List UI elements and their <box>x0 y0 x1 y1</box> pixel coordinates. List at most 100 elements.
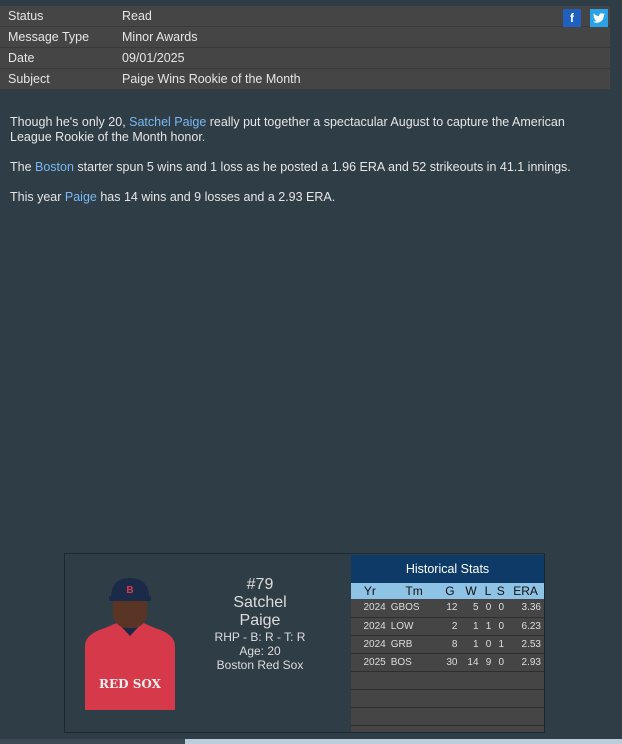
table-cell <box>481 671 495 690</box>
table-row <box>351 671 544 690</box>
table-row <box>351 707 544 726</box>
table-cell: LOW <box>388 617 440 636</box>
table-cell <box>439 689 461 708</box>
col-tm: Tm <box>388 583 440 599</box>
paragraph: This year Paige has 14 wins and 9 losses… <box>10 190 585 205</box>
text: really put together a spectacular August… <box>10 115 565 144</box>
status-label: Status <box>8 9 44 23</box>
table-cell <box>507 707 544 726</box>
table-cell: 3.36 <box>507 599 544 618</box>
message-type-label: Message Type <box>8 30 90 44</box>
table-cell <box>481 689 495 708</box>
table-cell <box>351 671 389 690</box>
table-cell: 2 <box>439 617 461 636</box>
table-cell <box>494 689 508 708</box>
table-cell: 2025 <box>351 653 389 672</box>
date-label: Date <box>8 51 35 65</box>
player-photo[interactable]: B RED SOX <box>85 576 175 710</box>
table-row: 2024 LOW 2 1 1 0 6.23 <box>351 617 544 636</box>
player-info: #79 Satchel Paige RHP - B: R - T: R Age:… <box>195 576 325 672</box>
col-g: G <box>439 583 461 599</box>
table-cell <box>507 671 544 690</box>
subject-value: Paige Wins Rookie of the Month <box>122 72 301 86</box>
table-cell: 1 <box>494 635 508 654</box>
date-value: 09/01/2025 <box>122 51 185 65</box>
date-row: Date 09/01/2025 <box>0 48 610 69</box>
scrollbar-thumb[interactable] <box>0 739 185 744</box>
player-last-name[interactable]: Paige <box>239 612 281 629</box>
col-l: L <box>481 583 495 599</box>
table-cell <box>439 671 461 690</box>
status-value: Read <box>122 9 152 23</box>
col-era: ERA <box>507 583 544 599</box>
table-cell <box>351 707 389 726</box>
table-cell <box>494 671 508 690</box>
table-cell: 5 <box>460 599 482 618</box>
svg-text:RED SOX: RED SOX <box>99 677 162 691</box>
twitter-icon[interactable] <box>590 9 608 27</box>
message-body: Though he's only 20, Satchel Paige reall… <box>10 115 585 220</box>
stats-header-row: Yr Tm G W L S ERA <box>351 583 544 599</box>
social-buttons: f <box>563 9 608 27</box>
paragraph: The Boston starter spun 5 wins and 1 los… <box>10 160 585 175</box>
table-cell: 1 <box>460 635 482 654</box>
table-cell: 2.53 <box>507 635 544 654</box>
table-cell <box>388 671 440 690</box>
text: starter spun 5 wins and 1 loss as he pos… <box>73 160 571 174</box>
table-cell: 2.93 <box>507 653 544 672</box>
player-link[interactable]: Satchel Paige <box>129 115 207 129</box>
table-cell <box>388 707 440 726</box>
table-cell: 1 <box>460 617 482 636</box>
table-cell <box>439 707 461 726</box>
table-row: 2025 BOS 30 14 9 0 2.93 <box>351 653 544 672</box>
player-first-name[interactable]: Satchel <box>233 594 287 611</box>
paragraph: Though he's only 20, Satchel Paige reall… <box>10 115 585 145</box>
table-cell <box>388 689 440 708</box>
text: This year <box>10 190 65 204</box>
team-link[interactable]: Boston <box>35 160 74 174</box>
table-cell <box>460 707 482 726</box>
facebook-icon[interactable]: f <box>563 9 581 27</box>
table-cell: 9 <box>481 653 495 672</box>
table-cell: 8 <box>439 635 461 654</box>
table-cell <box>481 707 495 726</box>
historical-stats-title: Historical Stats <box>351 555 544 583</box>
message-type-row: Message Type Minor Awards <box>0 27 610 48</box>
message-header: Status Read Message Type Minor Awards Date… <box>0 6 610 90</box>
table-row <box>351 689 544 708</box>
stats-table: Yr Tm G W L S ERA 2024 GBOS 12 5 0 0 3.36 2024 LOW 2 1 1 0… <box>351 583 544 726</box>
table-cell: BOS <box>388 653 440 672</box>
horizontal-scrollbar[interactable] <box>0 739 622 744</box>
svg-text:B: B <box>126 585 133 596</box>
player-link[interactable]: Paige <box>64 190 97 204</box>
table-cell <box>460 689 482 708</box>
table-cell: GRB <box>388 635 440 654</box>
player-team: Boston Red Sox <box>216 658 304 672</box>
table-row: 2024 GRB 8 1 0 1 2.53 <box>351 635 544 654</box>
text: Though he's only 20, <box>10 115 130 129</box>
status-row: Status Read <box>0 6 610 27</box>
table-cell: 2024 <box>351 599 389 618</box>
table-cell: 6.23 <box>507 617 544 636</box>
table-cell: 0 <box>481 635 495 654</box>
player-card: B RED SOX #79 Satchel Paige RHP - B: R -… <box>64 553 545 733</box>
subject-label: Subject <box>8 72 50 86</box>
subject-row: Subject Paige Wins Rookie of the Month <box>0 69 610 90</box>
table-cell <box>494 707 508 726</box>
table-cell: 0 <box>494 617 508 636</box>
table-cell: 0 <box>494 599 508 618</box>
table-row: 2024 GBOS 12 5 0 0 3.36 <box>351 599 544 618</box>
table-cell: 12 <box>439 599 461 618</box>
table-cell: GBOS <box>388 599 440 618</box>
col-w: W <box>460 583 482 599</box>
player-number: #79 <box>246 576 274 593</box>
col-s: S <box>494 583 508 599</box>
table-cell: 0 <box>481 599 495 618</box>
table-cell: 2024 <box>351 635 389 654</box>
table-cell: 30 <box>439 653 461 672</box>
text: has 14 wins and 9 losses and a 2.93 ERA. <box>96 190 336 204</box>
message-type-value: Minor Awards <box>122 30 198 44</box>
table-cell: 0 <box>494 653 508 672</box>
table-cell <box>507 689 544 708</box>
col-yr: Yr <box>351 583 389 599</box>
